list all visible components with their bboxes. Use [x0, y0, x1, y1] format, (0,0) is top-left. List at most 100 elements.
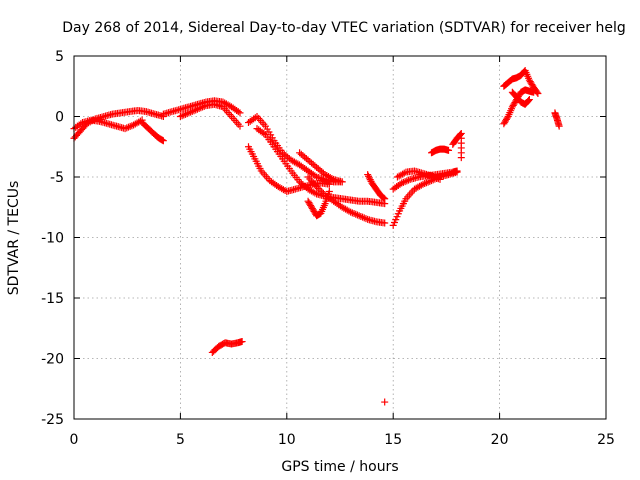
data-point: [525, 96, 533, 104]
data-point-dense: [350, 210, 358, 218]
data-point: [347, 208, 355, 216]
y-tick-label: -5: [50, 170, 64, 186]
data-point-dense: [260, 129, 268, 137]
data-point-dense: [352, 210, 360, 218]
data-point: [236, 109, 244, 117]
data-point-dense: [126, 122, 134, 130]
data-point: [364, 171, 372, 179]
data-point-dense: [311, 172, 319, 180]
y-tick-label: -10: [41, 231, 64, 247]
data-point-dense: [359, 213, 367, 221]
data-point-dense: [195, 105, 203, 113]
data-point-dense: [123, 124, 131, 132]
y-tick-label: -25: [41, 412, 64, 428]
y-tick-labels: 5 0 -5 -10 -15 -20 -25: [41, 49, 64, 428]
x-tick-label: 20: [491, 432, 509, 448]
data-points: [70, 67, 563, 406]
data-point-dense: [200, 102, 208, 110]
data-point-dense: [318, 188, 326, 196]
data-point-dense: [401, 178, 409, 186]
data-point-dense: [328, 174, 336, 182]
y-tick-label: -20: [41, 352, 64, 368]
data-point-dense: [182, 110, 190, 118]
data-point: [325, 188, 333, 196]
data-point-dense: [192, 106, 200, 114]
data-point-dense: [433, 174, 441, 182]
data-point-dense: [365, 172, 373, 180]
data-point-dense: [188, 107, 196, 115]
data-point: [193, 105, 201, 113]
data-point-dense: [434, 175, 442, 183]
data-point: [381, 398, 389, 406]
data-point-dense: [128, 122, 136, 130]
data-point-dense: [525, 97, 533, 105]
data-point-dense: [178, 112, 186, 120]
data-point: [159, 137, 167, 145]
data-point: [176, 113, 184, 120]
data-point: [445, 146, 453, 154]
data-point: [419, 180, 427, 188]
y-axis-label: SDTVAR / TECUs: [6, 181, 22, 296]
data-point-dense: [316, 186, 324, 194]
data-point-dense: [366, 176, 374, 184]
data-point-dense: [180, 111, 188, 119]
y-tick-label: 0: [55, 110, 64, 126]
data-point-dense: [197, 104, 205, 112]
data-point-dense: [311, 189, 319, 197]
chart-title: Day 268 of 2014, Sidereal Day-to-day VTE…: [62, 20, 625, 36]
data-point-dense: [400, 169, 408, 177]
data-point: [457, 154, 465, 162]
data-point-dense: [421, 180, 429, 188]
x-tick-label: 0: [70, 432, 79, 448]
data-point: [325, 180, 333, 188]
data-point-dense: [365, 174, 373, 182]
y-tick-label: 5: [55, 49, 64, 65]
data-point: [238, 338, 246, 346]
data-point-dense: [362, 215, 370, 223]
data-point: [381, 219, 389, 227]
data-point: [355, 212, 363, 220]
data-point-dense: [422, 179, 430, 187]
data-point-dense: [251, 114, 259, 122]
data-point-dense: [187, 108, 195, 116]
data-point: [398, 179, 406, 187]
data-point-dense: [77, 120, 85, 128]
data-point-dense: [417, 181, 425, 189]
data-point: [534, 90, 542, 98]
data-point-dense: [357, 212, 365, 220]
data-point: [338, 178, 346, 186]
data-point: [236, 122, 244, 130]
data-point: [453, 167, 461, 175]
data-point-dense: [353, 211, 361, 219]
grid-layer: [74, 56, 606, 419]
data-point: [436, 175, 444, 183]
data-point-dense: [431, 173, 439, 181]
data-point-dense: [429, 173, 437, 181]
data-point-dense: [124, 123, 132, 131]
data-point: [121, 125, 129, 133]
data-point-dense: [405, 176, 413, 184]
data-point-dense: [379, 193, 387, 201]
data-point-dense: [424, 178, 432, 186]
data-point: [530, 88, 538, 96]
data-point-dense: [348, 209, 356, 217]
x-tick-label: 10: [278, 432, 296, 448]
data-point-dense: [456, 130, 464, 138]
data-point-dense: [503, 114, 511, 122]
data-point-dense: [314, 184, 322, 192]
data-point: [381, 195, 389, 203]
y-tick-label: -15: [41, 291, 64, 307]
plot-frame: [73, 55, 607, 420]
x-tick-label: 25: [597, 432, 615, 448]
data-point-dense: [183, 110, 191, 118]
data-point-dense: [199, 103, 207, 111]
data-point-dense: [403, 177, 411, 185]
x-tick-label: 5: [176, 432, 185, 448]
data-point-dense: [345, 207, 353, 215]
data-point: [313, 183, 321, 191]
data-point-dense: [399, 178, 407, 186]
x-axis-label: GPS time / hours: [281, 459, 398, 475]
data-point: [555, 122, 563, 130]
data-point-dense: [190, 107, 198, 115]
